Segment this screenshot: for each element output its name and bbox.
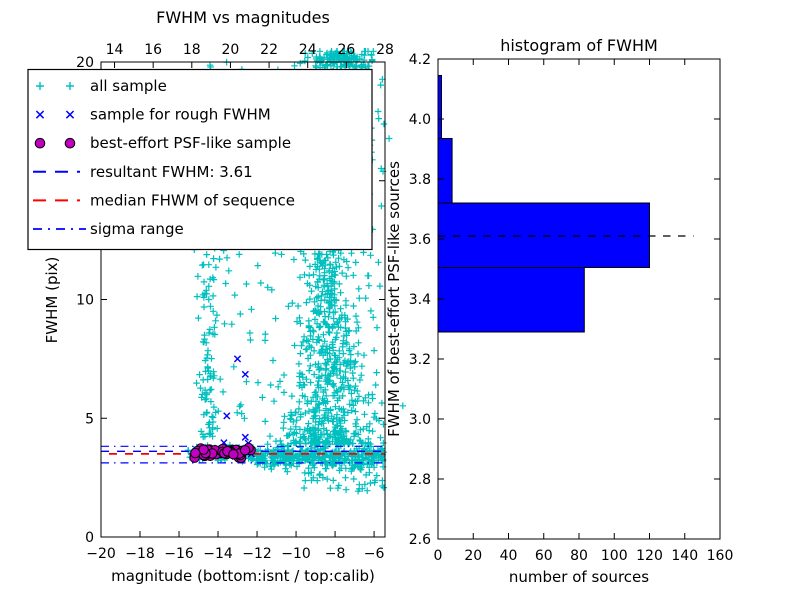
tick-label: −18 — [125, 546, 155, 562]
legend-label: resultant FWHM: 3.61 — [90, 163, 253, 181]
legend-row-circle: best-effort PSF-like sample — [34, 134, 291, 152]
tick-label: 3.4 — [409, 292, 431, 308]
tick-label: 22 — [260, 42, 278, 58]
tick-label: 3.8 — [409, 172, 431, 188]
tick-label: 18 — [183, 42, 201, 58]
tick-label: 26 — [337, 42, 355, 58]
scatter-plot-content — [101, 48, 407, 495]
scatter-plot: −20 −18 −16 −14 −12 −10 −8 −6 14 16 18 20 22 24 26 28 0 5… — [27, 8, 407, 585]
tick-label: 60 — [535, 548, 553, 564]
tick-label: 20 — [76, 55, 94, 71]
legend-label: sample for rough FWHM — [90, 106, 271, 124]
tick-label: 0 — [85, 530, 94, 546]
histogram-xlabel: number of sources — [509, 568, 649, 586]
tick-label: −6 — [364, 546, 385, 562]
legend-row-dashed: resultant FWHM: 3.61 — [33, 163, 253, 181]
legend-row-plus: all sample — [36, 77, 167, 95]
tick-label: 16 — [144, 42, 162, 58]
histogram-ticks: 0 20 40 60 80 100 120 140 160 2.6 2.8 3.0 3.2 3.4 3.6 3… — [409, 52, 734, 564]
scatter-title: FWHM vs magnitudes — [156, 8, 330, 27]
tick-label: 2.8 — [409, 472, 431, 488]
histogram-bar — [437, 267, 585, 333]
tick-label: 4.2 — [409, 52, 431, 68]
tick-label: −20 — [86, 546, 116, 562]
histogram-bar — [437, 75, 442, 139]
tick-label: 120 — [636, 548, 663, 564]
tick-label: 4.0 — [409, 112, 431, 128]
tick-label: 10 — [76, 293, 94, 309]
legend-plus-marker-icon — [36, 82, 74, 90]
scatter-ylabel: FWHM (pix) — [43, 257, 61, 344]
tick-label: 0 — [434, 548, 443, 564]
tick-label: 3.6 — [409, 232, 431, 248]
legend-row-dashed: median FHWM of sequence — [33, 191, 295, 209]
tick-label: 28 — [376, 42, 394, 58]
legend-row-cross: sample for rough FWHM — [35, 106, 271, 124]
tick-label: 5 — [85, 411, 94, 427]
histogram-title: histogram of FWHM — [500, 36, 658, 55]
histogram-plot: 0 20 40 60 80 100 120 140 160 2.6 2.8 3.0 3.2 3.4 3.6 3… — [385, 36, 733, 586]
tick-label: 20 — [464, 548, 482, 564]
tick-label: 2.6 — [409, 532, 431, 548]
scatter-series-psf-sample-point — [239, 445, 251, 456]
legend-frame — [27, 68, 373, 251]
tick-label: 140 — [671, 548, 698, 564]
scatter-xlabel: magnitude (bottom:isnt / top:calib) — [111, 567, 375, 585]
tick-label: 3.0 — [409, 412, 431, 428]
legend-label: best-effort PSF-like sample — [90, 134, 291, 152]
legend-cross-marker-icon — [35, 110, 75, 119]
legend-rows: all sample sample for rough FWHM best-effo… — [33, 77, 295, 238]
scatter-ticks: −20 −18 −16 −14 −12 −10 −8 −6 14 16 18 20 22 24 26 28 0 5… — [76, 42, 394, 562]
tick-label: 160 — [707, 548, 734, 564]
legend-circle-marker-icon — [64, 137, 76, 149]
scatter-series-psf-sample-point — [190, 447, 201, 459]
tick-label: 14 — [106, 42, 124, 58]
histogram-bar — [437, 138, 453, 204]
legend-row-dashdot: sigma range — [33, 220, 184, 238]
histogram-content — [437, 75, 694, 333]
legend-circle-marker-icon — [34, 137, 46, 149]
tick-label: −12 — [242, 546, 272, 562]
tick-label: 80 — [570, 548, 588, 564]
tick-label: 24 — [299, 42, 317, 58]
tick-label: −14 — [203, 546, 233, 562]
legend-label: median FHWM of sequence — [90, 191, 295, 209]
tick-label: 3.2 — [409, 352, 431, 368]
tick-label: 100 — [601, 548, 628, 564]
tick-label: −16 — [164, 546, 194, 562]
legend: all sample sample for rough FWHM best-effo… — [27, 68, 373, 251]
histogram-ylabel: FWHM of best-effort PSF-like sources — [385, 161, 403, 437]
tick-label: 20 — [222, 42, 240, 58]
scatter-series-psf-sample-point — [228, 449, 239, 460]
tick-label: 40 — [500, 548, 518, 564]
tick-label: −8 — [325, 546, 346, 562]
tick-label: −10 — [281, 546, 311, 562]
legend-label: sigma range — [90, 220, 184, 238]
legend-label: all sample — [90, 77, 167, 95]
histogram-bar — [437, 202, 650, 268]
